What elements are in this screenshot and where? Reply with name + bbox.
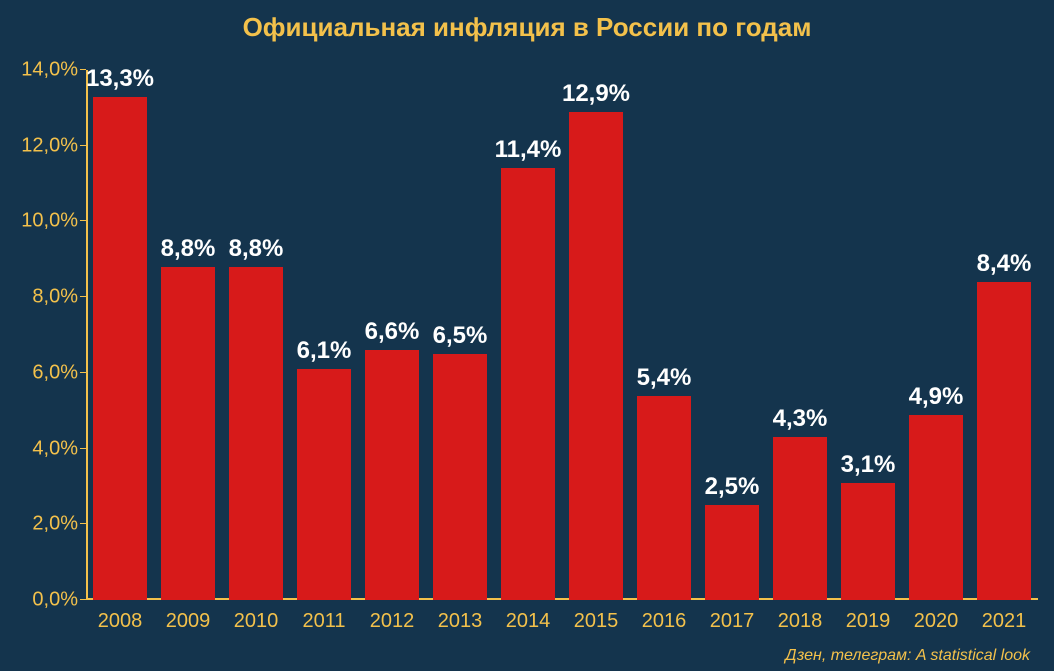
x-tick-label: 2020 [914,610,959,633]
bar-slot: 11,4%2014 [494,70,562,600]
x-tick-label: 2009 [166,610,211,633]
bar-slot: 6,6%2012 [358,70,426,600]
y-tick-label: 6,0% [32,361,86,384]
bar-value-label: 4,9% [909,383,964,411]
y-tick-label: 4,0% [32,437,86,460]
bar-value-label: 13,3% [86,65,154,93]
bar-value-label: 12,9% [562,80,630,108]
x-tick-label: 2008 [98,610,143,633]
y-tick-label: 2,0% [32,513,86,536]
bar: 5,4% [637,396,690,600]
y-tick-label: 12,0% [21,134,86,157]
bar: 6,1% [297,369,350,600]
x-tick-label: 2011 [302,610,345,633]
bar: 8,4% [977,282,1030,600]
plot-area: 0,0%2,0%4,0%6,0%8,0%10,0%12,0%14,0% 13,3… [86,70,1038,600]
bar-value-label: 5,4% [637,364,692,392]
bar-value-label: 8,8% [161,235,216,263]
bar-slot: 4,3%2018 [766,70,834,600]
bar-slot: 2,5%2017 [698,70,766,600]
bar: 4,3% [773,437,826,600]
bar-value-label: 8,8% [229,235,284,263]
bar-value-label: 6,6% [365,318,420,346]
bar-slot: 8,8%2009 [154,70,222,600]
chart-title: Официальная инфляция в России по годам [0,12,1054,43]
bar: 6,6% [365,350,418,600]
bar-value-label: 3,1% [841,451,896,479]
x-tick-label: 2021 [982,610,1027,633]
inflation-bar-chart: Официальная инфляция в России по годам 0… [0,0,1054,671]
y-tick-label: 0,0% [32,589,86,612]
bar: 2,5% [705,505,758,600]
x-tick-label: 2018 [778,610,823,633]
bar-slot: 4,9%2020 [902,70,970,600]
bar-slot: 5,4%2016 [630,70,698,600]
bar-slot: 13,3%2008 [86,70,154,600]
y-tick-label: 10,0% [21,210,86,233]
bar: 3,1% [841,483,894,600]
bar-slot: 6,1%2011 [290,70,358,600]
bar-slot: 8,4%2021 [970,70,1038,600]
bar-slot: 6,5%2013 [426,70,494,600]
x-tick-label: 2013 [438,610,483,633]
x-tick-label: 2010 [234,610,279,633]
bar: 11,4% [501,168,554,600]
chart-footer: Дзен, телеграм: A statistical look [785,647,1030,665]
y-tick-label: 14,0% [21,59,86,82]
x-tick-label: 2014 [506,610,551,633]
bar: 12,9% [569,112,622,600]
bar: 13,3% [93,97,146,601]
y-tick-label: 8,0% [32,286,86,309]
bar-slot: 12,9%2015 [562,70,630,600]
bar-slot: 8,8%2010 [222,70,290,600]
bar: 4,9% [909,415,962,601]
x-tick-label: 2017 [710,610,755,633]
bar-value-label: 8,4% [977,250,1032,278]
x-tick-label: 2012 [370,610,415,633]
bar-slot: 3,1%2019 [834,70,902,600]
bar: 8,8% [229,267,282,600]
bar-value-label: 2,5% [705,473,760,501]
bar-value-label: 6,5% [433,322,488,350]
bars-container: 13,3%20088,8%20098,8%20106,1%20116,6%201… [86,70,1038,600]
x-tick-label: 2016 [642,610,687,633]
bar-value-label: 4,3% [773,405,828,433]
bar: 8,8% [161,267,214,600]
bar-value-label: 11,4% [495,136,562,164]
x-tick-label: 2019 [846,610,891,633]
bar: 6,5% [433,354,486,600]
bar-value-label: 6,1% [297,337,352,365]
x-tick-label: 2015 [574,610,619,633]
